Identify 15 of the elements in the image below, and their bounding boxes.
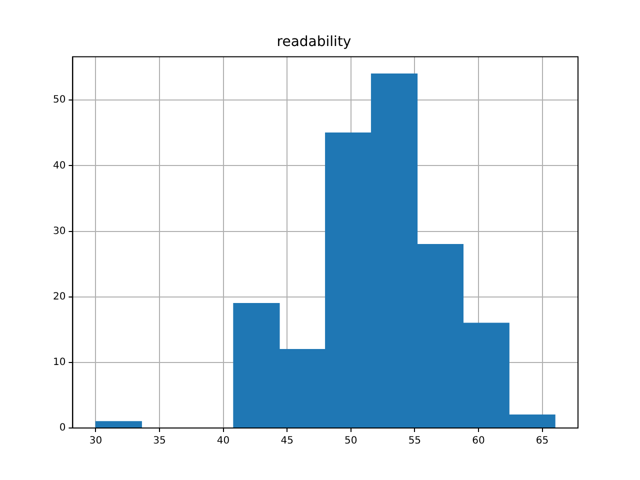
x-tick-label: 30	[89, 436, 102, 447]
chart-title: readability	[276, 34, 352, 50]
y-tick-label: 40	[52, 160, 66, 172]
x-tick-label: 40	[216, 436, 230, 447]
y-tick-label: 10	[52, 357, 66, 368]
x-tick-label: 65	[536, 436, 549, 447]
x-tick-label: 35	[153, 436, 166, 447]
y-tick-label: 50	[52, 94, 66, 106]
x-tick-label: 55	[408, 436, 422, 447]
y-tick-label: 30	[52, 226, 66, 237]
y-tick-label: 20	[52, 291, 66, 302]
x-tick-label: 50	[344, 436, 358, 447]
y-tick-label: 0	[59, 422, 66, 434]
x-tick-label: 45	[280, 436, 294, 447]
x-tick-label: 60	[472, 436, 485, 447]
